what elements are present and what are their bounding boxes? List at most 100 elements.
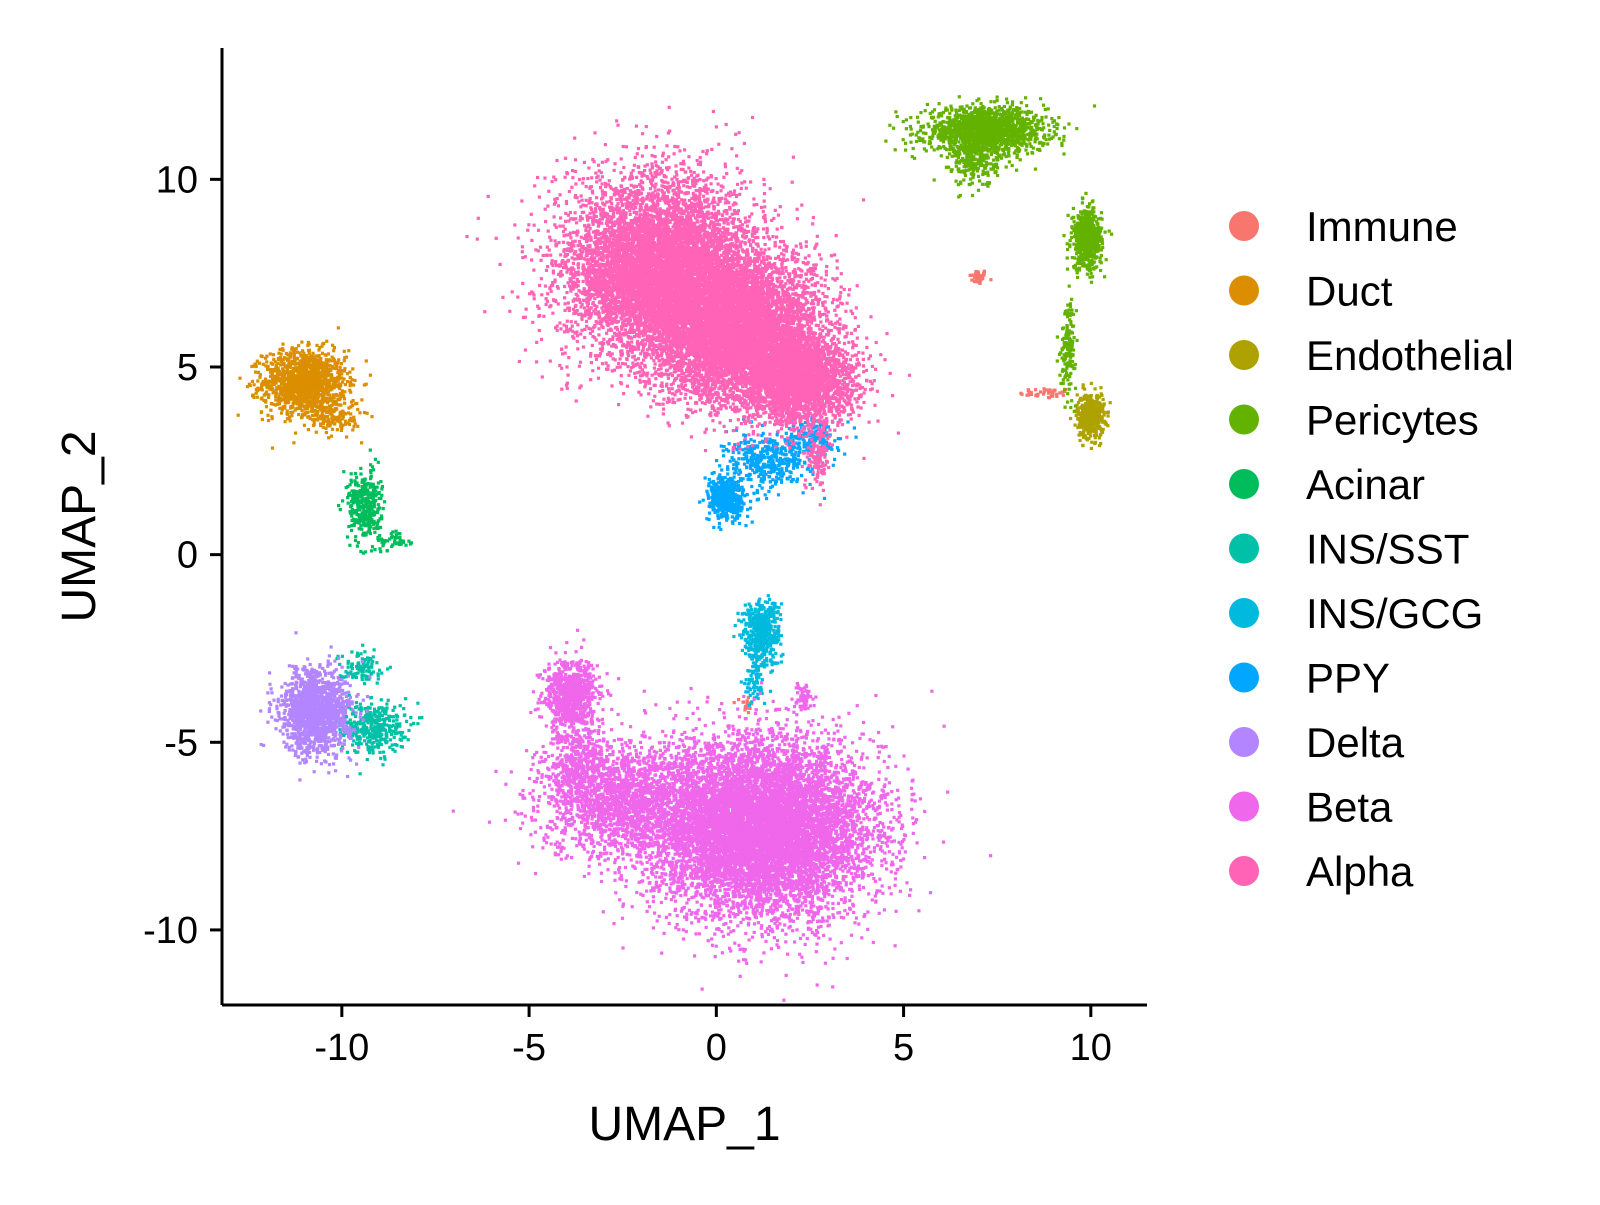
cell-point [292,402,295,405]
cell-point [317,376,320,379]
cell-point [742,700,745,703]
cell-point [315,367,318,370]
cell-point [347,411,350,414]
cell-point [335,380,338,383]
cell-point [1053,125,1056,128]
cell-point [909,141,912,144]
cell-point [349,405,352,408]
cell-point [327,373,330,376]
cell-point [299,354,302,357]
cell-point [290,414,293,417]
cell-point [272,353,275,356]
cell-point [285,390,288,393]
cell-point [934,120,937,123]
cell-point [343,402,346,405]
cell-point [1100,428,1103,431]
cell-point [277,352,280,355]
cell-point [1095,399,1098,402]
cell-point [894,110,897,113]
cell-point [1034,394,1037,397]
cell-point [297,344,300,347]
cell-cluster [969,270,993,285]
cell-point [1006,134,1009,137]
cell-point [282,398,285,401]
cell-point [316,359,319,362]
cell-point [321,387,324,390]
cell-point [291,405,294,408]
cell-point [974,280,977,283]
cell-point [327,385,330,388]
cell-point [370,415,373,418]
cell-point [294,390,297,393]
cell-point [924,109,927,112]
cell-point [326,363,329,366]
cell-point [341,381,344,384]
cell-point [307,341,310,344]
cell-point [917,121,920,124]
cell-point [253,383,256,386]
cell-point [316,418,319,421]
cell-point [1075,414,1078,417]
cell-point [998,105,1001,108]
cell-point [1093,104,1096,107]
cell-point [283,362,286,365]
cell-point [931,117,934,120]
cell-point [1011,103,1014,106]
cell-point [347,349,350,352]
cell-point [316,410,319,413]
cell-point [262,363,265,366]
cell-point [1103,402,1106,405]
cell-point [303,424,306,427]
cell-cluster [1069,382,1112,450]
cell-point [1105,423,1108,426]
cell-point [1090,447,1093,450]
cell-point [909,116,912,119]
cell-point [1101,418,1104,421]
cell-point [905,118,908,121]
cell-point [262,399,265,402]
cell-point [1099,433,1102,436]
cell-cluster [1019,387,1067,399]
cell-point [265,393,268,396]
cell-point [326,401,329,404]
cell-point [1094,387,1097,390]
cell-point [310,394,313,397]
cell-point [1081,444,1084,447]
cell-point [996,96,999,99]
cell-point [1012,108,1015,111]
cell-point [1003,105,1006,108]
cell-point [904,149,907,152]
cell-point [311,352,314,355]
cell-point [1028,132,1031,135]
cell-point [312,362,315,365]
cell-point [1062,139,1065,142]
cell-point [1093,413,1096,416]
cell-point [358,411,361,414]
cell-point [340,362,343,365]
cell-point [1058,137,1061,140]
cell-point [313,418,316,421]
cell-point [1062,394,1065,397]
cell-point [285,385,288,388]
cell-point [330,387,333,390]
cell-point [267,419,270,422]
cell-point [261,388,264,391]
cell-point [314,401,317,404]
cell-point [957,140,960,143]
cell-point [310,359,313,362]
cell-point [363,411,366,414]
cell-point [354,422,357,425]
cell-point [327,436,330,439]
cell-point [296,351,299,354]
cell-point [340,376,343,379]
cell-point [1098,414,1101,417]
cell-point [256,396,259,399]
cell-point [323,420,326,423]
cell-point [1047,134,1050,137]
cell-point [970,279,973,282]
cell-point [1005,98,1008,101]
cell-point [979,281,982,284]
cell-point [290,376,293,379]
cell-point [336,428,339,431]
cell-point [348,371,351,374]
